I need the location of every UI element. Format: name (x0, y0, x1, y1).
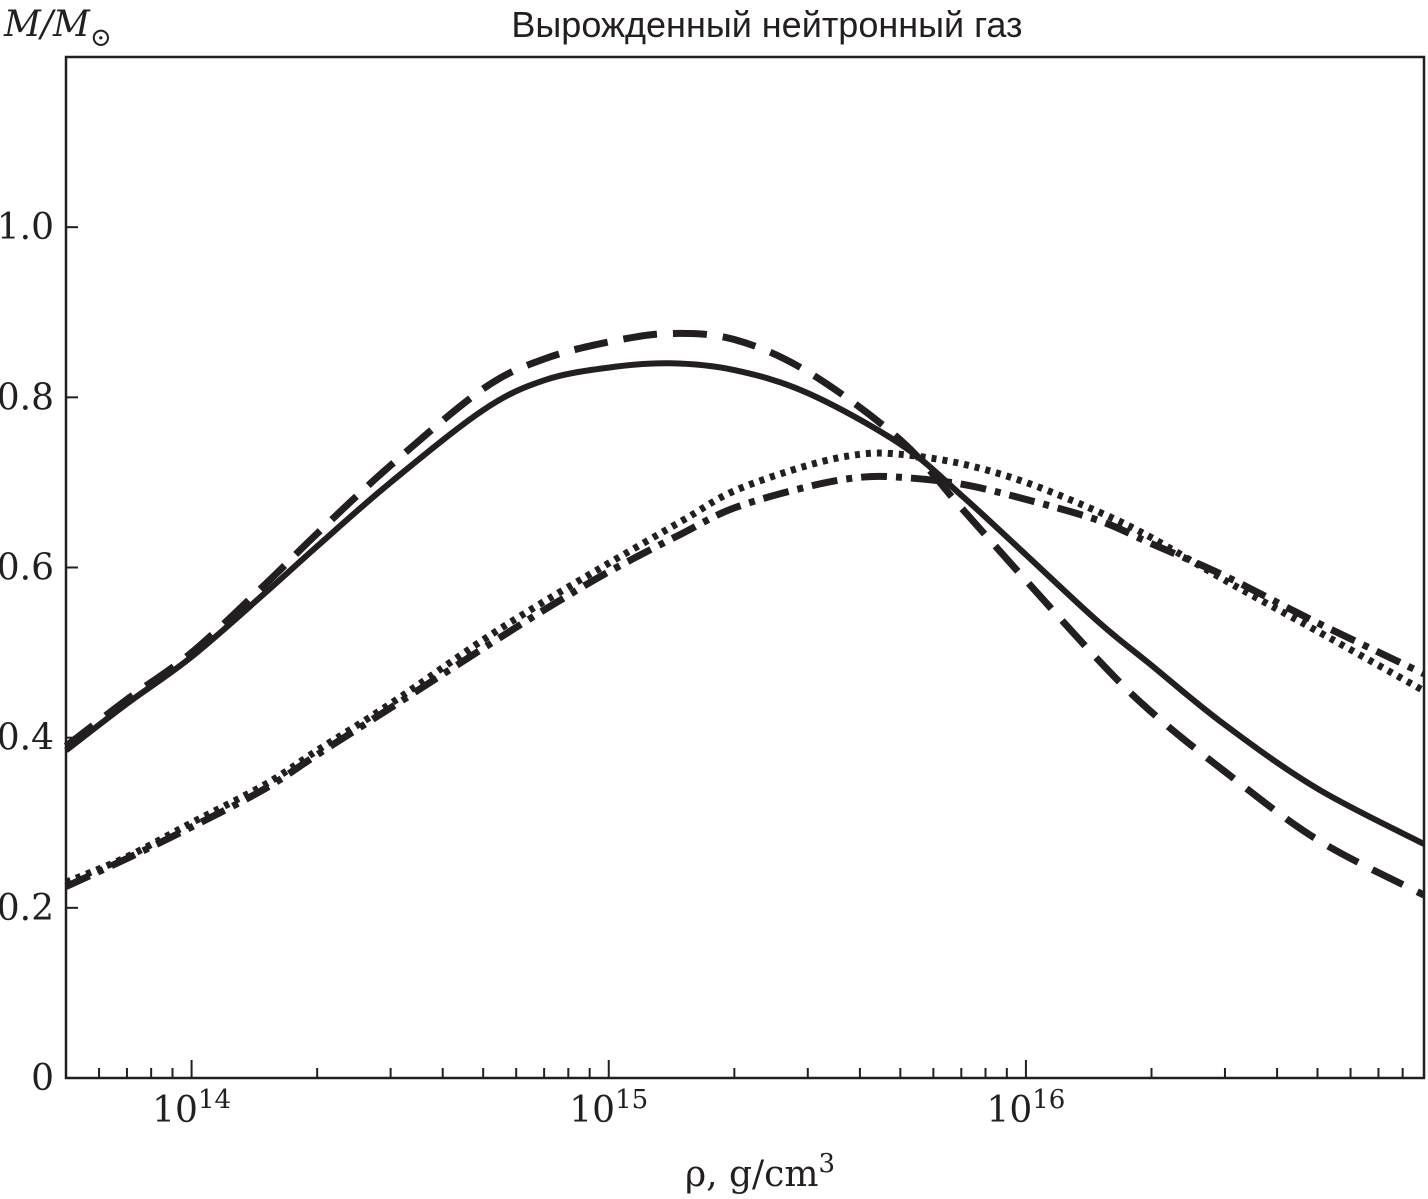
plot-frame (64, 55, 1426, 1080)
x-tick-base: 10 (986, 1090, 1032, 1131)
x-axis-label-sup: 3 (818, 1149, 835, 1179)
x-tick-base: 10 (152, 1090, 198, 1131)
y-tick-label-5: 1.0 (0, 207, 54, 248)
series-line-dotted (64, 449, 1426, 886)
x-tick-exp: 15 (615, 1085, 648, 1115)
y-tick-label-3: 0.6 (0, 548, 54, 589)
series-lines (63, 329, 1426, 899)
y-tick-label-1: 0.2 (0, 888, 54, 929)
x-tick-base: 10 (569, 1090, 615, 1131)
y-tick-label-0: 0 (31, 1058, 54, 1099)
chart-title: Вырожденный нейтронный газ (511, 4, 1022, 45)
y-tick-label-4: 0.8 (0, 377, 54, 418)
x-tick-exp: 16 (1032, 1085, 1065, 1115)
x-tick-label-2: 1016 (986, 1085, 1065, 1131)
y-axis-label-sub: ⊙ (90, 23, 112, 53)
y-tick-label-2: 0.4 (0, 718, 54, 759)
series-line-dash-dot (64, 472, 1426, 890)
y-axis-label-main: M/M (3, 4, 91, 45)
x-axis-label: ρ, g/cm3 (685, 1149, 835, 1195)
x-axis-label-main: ρ, g/cm (685, 1154, 819, 1195)
x-tick-label-0: 1014 (152, 1085, 231, 1131)
y-axis-label: M/M⊙ (3, 4, 112, 53)
y-ticks: 0 0.2 0.4 0.6 0.8 1.0 (0, 207, 78, 1099)
series-line-solid (64, 360, 1426, 847)
x-ticks: 1014 1015 1016 (65, 1060, 1425, 1131)
x-tick-exp: 14 (198, 1085, 231, 1115)
series-line-dashed (63, 329, 1426, 899)
x-tick-label-1: 1015 (569, 1085, 648, 1131)
